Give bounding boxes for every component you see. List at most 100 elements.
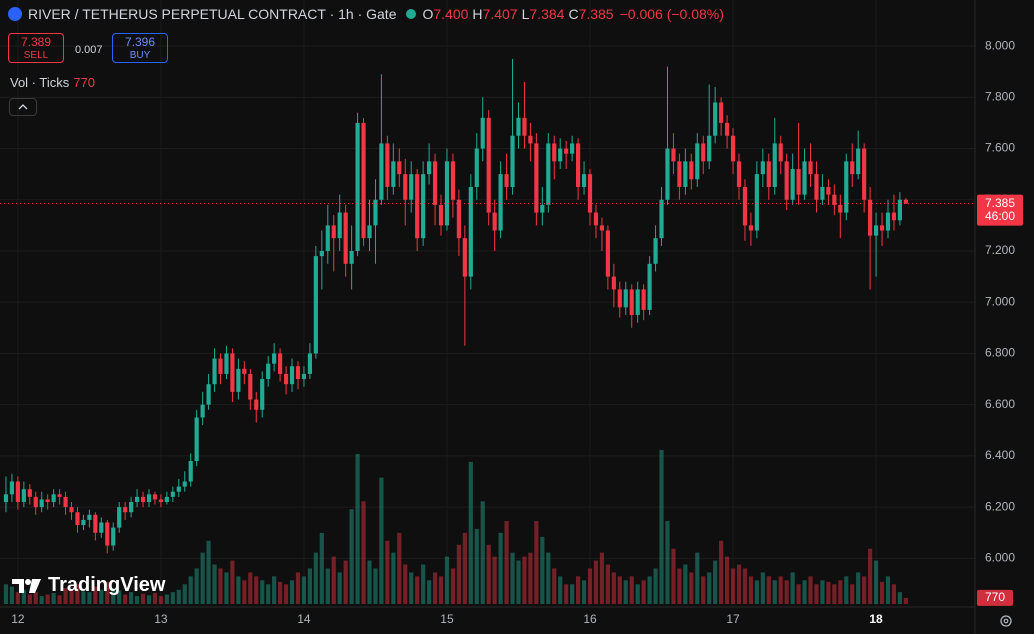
volume-bar bbox=[337, 572, 342, 604]
last-price-tag bbox=[977, 194, 1023, 226]
buy-button[interactable]: 7.396 BUY bbox=[112, 33, 168, 63]
collapse-button[interactable] bbox=[9, 98, 37, 116]
volume-bar bbox=[593, 560, 599, 604]
volume-bar bbox=[742, 568, 748, 604]
volume-bar bbox=[361, 501, 366, 604]
close-key: C bbox=[568, 6, 579, 22]
candle-body bbox=[325, 225, 330, 251]
volume-bar bbox=[140, 593, 146, 604]
candle-body bbox=[796, 169, 801, 195]
candle-body bbox=[224, 353, 229, 374]
candle-body bbox=[552, 143, 557, 162]
volume-bar bbox=[564, 584, 569, 604]
y-tick-label: 7.800 bbox=[985, 89, 1015, 103]
volume-bar bbox=[772, 580, 777, 604]
volume-bar bbox=[146, 595, 152, 604]
volume-bar bbox=[576, 576, 581, 604]
candle-body bbox=[456, 199, 461, 239]
volume-bar bbox=[492, 556, 497, 604]
close-value: 7.385 bbox=[578, 6, 614, 22]
candle-body bbox=[534, 143, 539, 213]
volume-bar bbox=[558, 576, 563, 604]
low-key: L bbox=[521, 6, 530, 22]
candle-body bbox=[260, 379, 265, 410]
volume-bar bbox=[242, 580, 247, 604]
settings-icon[interactable] bbox=[1000, 615, 1012, 627]
x-tick-label: 18 bbox=[869, 612, 883, 626]
low-value: 7.384 bbox=[529, 6, 565, 22]
candle-body bbox=[617, 289, 622, 308]
volume-bar bbox=[301, 576, 307, 604]
volume-bar bbox=[248, 572, 253, 604]
candle-body bbox=[504, 174, 509, 187]
volume-bar bbox=[665, 521, 670, 604]
volume-tag-label: 770 bbox=[985, 590, 1005, 604]
candle-body bbox=[671, 148, 676, 162]
candle-body bbox=[39, 499, 44, 508]
volume-bar bbox=[75, 584, 80, 604]
candle-body bbox=[826, 186, 831, 195]
volume-bar bbox=[9, 586, 15, 604]
candle-body bbox=[587, 174, 593, 213]
volume-legend: Vol · Ticks 770 bbox=[10, 75, 95, 90]
x-tick-label: 12 bbox=[11, 612, 25, 626]
volume-bar bbox=[409, 572, 414, 604]
candle-body bbox=[385, 143, 390, 187]
volume-bar bbox=[528, 552, 533, 604]
volume-value: 770 bbox=[73, 75, 95, 90]
high-key: H bbox=[472, 6, 483, 22]
volume-bar bbox=[778, 576, 783, 604]
volume-tag bbox=[977, 589, 1013, 606]
volume-bar bbox=[432, 572, 438, 604]
volume-bar bbox=[540, 536, 545, 604]
volume-bar bbox=[283, 584, 289, 604]
candle-body bbox=[152, 494, 158, 500]
volume-bar bbox=[790, 572, 795, 604]
volume-bar bbox=[903, 597, 908, 604]
symbol-title[interactable]: RIVER / TETHERUS PERPETUAL CONTRACT · 1h… bbox=[28, 6, 397, 22]
candle-body bbox=[599, 225, 605, 231]
candle-body bbox=[129, 501, 134, 513]
volume-bar bbox=[713, 560, 718, 604]
candle-body bbox=[51, 494, 56, 502]
volume-bar bbox=[87, 592, 92, 604]
candle-body bbox=[814, 174, 819, 200]
volume-label: Vol · Ticks bbox=[10, 75, 70, 90]
volume-bar bbox=[647, 576, 652, 604]
x-tick-label: 15 bbox=[440, 612, 454, 626]
candle-body bbox=[748, 225, 754, 231]
candle-body bbox=[295, 366, 301, 380]
candle-body bbox=[27, 489, 32, 497]
candle-body bbox=[117, 507, 122, 528]
sell-button[interactable]: 7.389 SELL bbox=[8, 33, 64, 63]
candle-body bbox=[242, 368, 247, 374]
volume-bar bbox=[498, 532, 503, 604]
volume-bar bbox=[27, 594, 32, 604]
volume-bar bbox=[808, 576, 813, 604]
volume-bar bbox=[707, 572, 712, 604]
volume-bar bbox=[659, 449, 664, 604]
y-tick-label: 6.600 bbox=[985, 397, 1015, 411]
candle-body bbox=[134, 496, 140, 502]
open-value: 7.400 bbox=[433, 6, 469, 22]
candle-body bbox=[856, 148, 861, 175]
candle-body bbox=[361, 122, 366, 239]
volume-bars bbox=[3, 449, 908, 604]
volume-bar bbox=[373, 568, 378, 604]
candle-body bbox=[474, 148, 479, 187]
candle-body bbox=[99, 522, 104, 533]
volume-bar bbox=[677, 568, 682, 604]
candle-body bbox=[784, 161, 789, 200]
change: −0.006 (−0.08%) bbox=[619, 6, 724, 22]
sell-label: SELL bbox=[23, 50, 49, 61]
brand-name: TradingView bbox=[48, 574, 166, 596]
volume-bar bbox=[385, 540, 390, 604]
volume-bar bbox=[194, 568, 199, 604]
candle-body bbox=[891, 212, 897, 221]
open-key: O bbox=[422, 6, 434, 22]
y-tick-label: 7.600 bbox=[985, 141, 1015, 155]
candle-body bbox=[873, 225, 879, 236]
candle-body bbox=[844, 161, 849, 213]
y-tick-label: 6.000 bbox=[985, 551, 1015, 565]
volume-bar bbox=[278, 581, 283, 604]
